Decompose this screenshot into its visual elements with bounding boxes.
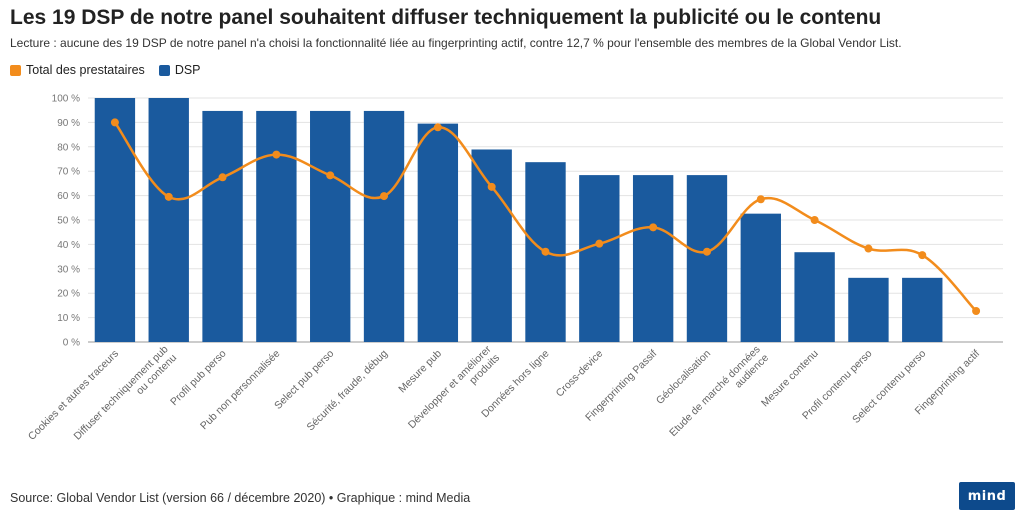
bar: [740, 213, 781, 342]
line-point: [918, 251, 927, 260]
bar: [417, 123, 459, 342]
x-category-label: Cookies et autres traceurs: [26, 348, 121, 443]
legend-swatch-total: [10, 64, 21, 76]
x-category-label: Profil pub perso: [168, 348, 229, 409]
y-tick-label: 50 %: [57, 216, 80, 227]
bar: [686, 175, 728, 342]
bar: [94, 98, 136, 342]
bar: [202, 110, 243, 342]
chart-title: Les 19 DSP de notre panel souhaitent dif…: [10, 6, 882, 29]
line-point: [164, 192, 173, 201]
bar: [632, 175, 674, 342]
y-tick-label: 90 %: [57, 118, 80, 129]
y-tick-label: 30 %: [57, 264, 80, 275]
x-category-label: Mesure pub: [396, 348, 444, 396]
line-point: [433, 123, 442, 132]
line-point: [595, 239, 604, 248]
y-tick-label: 0 %: [63, 338, 80, 349]
line-point: [972, 307, 981, 316]
x-category-label: Cross-device: [554, 348, 606, 400]
legend: Total des prestataires DSP: [10, 63, 215, 77]
y-tick-label: 10 %: [57, 313, 80, 324]
line-point: [380, 192, 389, 201]
line-total: [113, 121, 977, 312]
y-tick-label: 20 %: [57, 289, 80, 300]
legend-label-total: Total des prestataires: [26, 63, 145, 77]
line-point: [756, 195, 765, 204]
x-category-label: Etude de marché donnéesaudience: [667, 343, 771, 447]
source-note: Source: Global Vendor List (version 66 /…: [10, 491, 471, 505]
bar: [363, 110, 405, 342]
x-category-label: Développer et améliorerproduits: [406, 343, 503, 440]
legend-label-dsp: DSP: [174, 63, 201, 77]
bar: [148, 98, 189, 342]
bar: [794, 252, 835, 342]
line-point: [272, 150, 281, 159]
line-point: [326, 171, 335, 180]
bar: [848, 277, 889, 342]
y-tick-label: 40 %: [57, 240, 80, 251]
bar: [471, 149, 512, 342]
line-point: [702, 247, 711, 256]
legend-item-dsp[interactable]: DSP: [158, 63, 201, 77]
y-tick-label: 80 %: [57, 142, 80, 153]
y-tick-label: 100 %: [52, 94, 80, 105]
x-category-label: Diffuser techniquement pubou contenu: [71, 343, 179, 451]
y-tick-label: 70 %: [57, 167, 80, 178]
legend-item-total[interactable]: Total des prestataires: [10, 63, 145, 77]
bar: [902, 277, 943, 342]
y-tick-label: 60 %: [57, 191, 80, 202]
line-point: [487, 182, 496, 191]
line-point: [810, 216, 819, 224]
chart-subtitle: Lecture : aucune des 19 DSP de notre pan…: [10, 36, 902, 50]
line-point: [218, 173, 227, 182]
bar: [579, 175, 620, 342]
line-point: [649, 223, 658, 232]
line-point: [541, 247, 550, 256]
bar: [256, 110, 297, 342]
mind-logo: mind: [959, 482, 1015, 510]
bar: [310, 110, 351, 342]
chart: 0 % 10 % 20 % 30 % 40 % 50 % 60 % 70 % 80 % 90 % 1…: [26, 94, 1003, 451]
line-point: [864, 244, 873, 253]
legend-swatch-dsp: [158, 64, 170, 76]
line-point: [110, 118, 119, 127]
x-category-label: Mesure contenu: [759, 348, 821, 410]
